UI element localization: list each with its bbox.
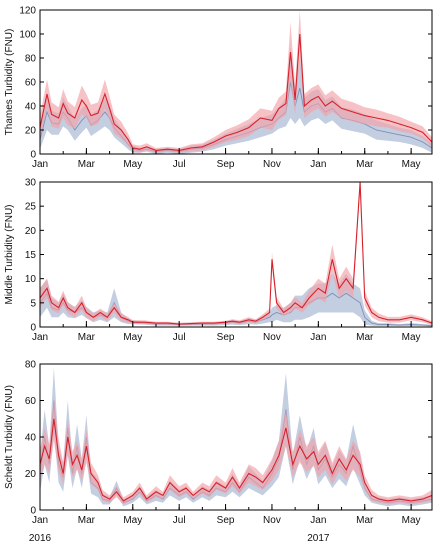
y-tick-label: 80 <box>25 54 37 65</box>
x-tick-label: Mar <box>356 332 374 343</box>
y-tick-label: 25 <box>25 202 37 213</box>
y-tick-label: 20 <box>25 469 37 480</box>
y-tick-label: 80 <box>25 360 37 371</box>
series-blue-band <box>40 273 432 327</box>
series-red-line <box>40 418 432 502</box>
panel-middle: 0 5 10 15 20 25 30 Jan Mar May Jul Sep Nov Jan Mar May M… <box>4 178 433 343</box>
plot-area <box>40 10 432 154</box>
x-tick-label: Jan <box>310 159 326 170</box>
x-tick-label: Nov <box>263 332 281 343</box>
x-tick-label: Nov <box>263 159 281 170</box>
year-label: 2016 <box>29 533 52 544</box>
y-tick-label: 0 <box>30 150 36 161</box>
plot-area <box>40 182 432 327</box>
x-tick-label: May <box>123 515 142 526</box>
x-tick-label: Sep <box>217 515 235 526</box>
x-tick-label: Mar <box>78 332 96 343</box>
plot-area <box>40 367 432 507</box>
y-axis-title: Thames Turbidity (FNU) <box>4 29 15 136</box>
y-tick-label: 15 <box>25 250 37 261</box>
x-tick-label: Mar <box>356 515 374 526</box>
x-tick-label: Jul <box>173 332 186 343</box>
y-axis-title: Middle Turbidity (FNU) <box>4 204 15 304</box>
series-red-band <box>40 396 432 505</box>
y-axis-title: Scheldt Turbidity (FNU) <box>4 385 15 489</box>
year-label: 2017 <box>307 533 330 544</box>
y-tick-label: 0 <box>30 506 36 517</box>
year-labels: 2016 2017 <box>29 533 330 544</box>
series-red-line <box>40 33 432 151</box>
y-tick-label: 120 <box>19 6 36 17</box>
y-tick-label: 30 <box>25 178 37 189</box>
panel-thames: 0 20 40 60 80 100 120 Jan Mar May Jul Sep Nov Jan Mar M… <box>4 6 433 170</box>
y-tick-label: 100 <box>19 30 36 41</box>
x-tick-label: Jul <box>173 515 186 526</box>
x-tick-label: Sep <box>217 332 235 343</box>
y-tick-label: 40 <box>25 433 37 444</box>
x-tick-label: May <box>402 515 421 526</box>
y-tick-label: 10 <box>25 274 37 285</box>
y-tick-label: 5 <box>30 298 36 309</box>
x-tick-label: Jan <box>310 515 326 526</box>
y-tick-label: 40 <box>25 102 37 113</box>
y-tick-label: 20 <box>25 126 37 137</box>
y-tick-label: 60 <box>25 78 37 89</box>
x-tick-label: May <box>123 332 142 343</box>
x-tick-label: Mar <box>356 159 374 170</box>
x-tick-label: Mar <box>78 159 96 170</box>
y-tick-label: 20 <box>25 226 37 237</box>
plot-frame <box>39 181 433 328</box>
y-tick-label: 60 <box>25 396 37 407</box>
y-tick-label: 0 <box>30 323 36 334</box>
x-tick-label: May <box>123 159 142 170</box>
x-tick-label: Mar <box>78 515 96 526</box>
x-tick-label: Jan <box>32 159 48 170</box>
x-tick-label: Jan <box>32 515 48 526</box>
x-tick-label: Jan <box>32 332 48 343</box>
x-tick-label: Nov <box>263 515 281 526</box>
x-tick-label: May <box>402 159 421 170</box>
x-tick-label: Jan <box>310 332 326 343</box>
series-red-line <box>40 182 432 325</box>
panel-scheldt: 0 20 40 60 80 Jan Mar May Jul Sep Nov Jan Mar May Sche… <box>4 360 433 526</box>
x-tick-label: May <box>402 332 421 343</box>
series-red-band <box>40 182 432 326</box>
x-tick-label: Sep <box>217 159 235 170</box>
x-tick-label: Jul <box>173 159 186 170</box>
